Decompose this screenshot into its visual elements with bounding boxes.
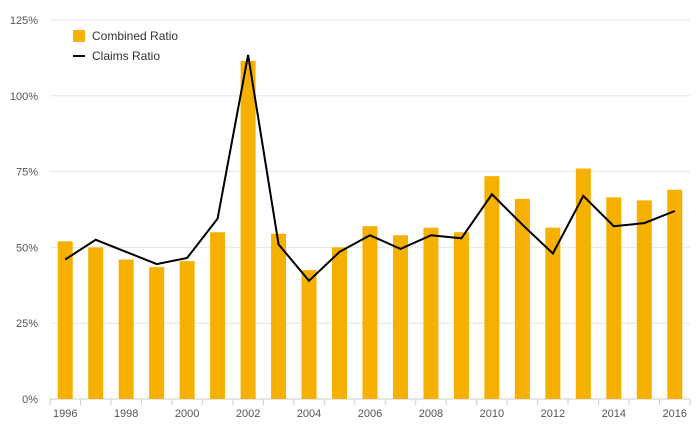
bar-1996 (57, 241, 73, 399)
bar-1998 (118, 259, 134, 399)
legend-swatch-combined-ratio (73, 30, 85, 42)
x-tick-label: 1996 (53, 408, 77, 420)
y-tick-label: 50% (16, 242, 38, 254)
x-tick-label: 2014 (602, 408, 626, 420)
claims-ratio-line (64, 54, 676, 283)
x-tick-label: 2004 (297, 408, 321, 420)
bar-1997 (88, 247, 104, 399)
legend: Combined Ratio Claims Ratio (73, 29, 178, 63)
y-tick-label: 75% (16, 167, 38, 179)
y-tick-label: 0% (22, 394, 38, 406)
x-tick-label: 2012 (541, 408, 565, 420)
bar-2003 (271, 233, 287, 399)
bar-1999 (149, 267, 165, 399)
y-tick-label: 125% (10, 15, 38, 27)
x-tick-label: 2008 (419, 408, 443, 420)
legend-label-claims-ratio: Claims Ratio (92, 49, 160, 63)
y-tick-label: 25% (16, 318, 38, 330)
bar-2009 (453, 232, 469, 399)
x-tick-label: 2000 (175, 408, 199, 420)
legend-label-combined-ratio: Combined Ratio (92, 29, 178, 43)
bar-2004 (301, 270, 317, 399)
bar-2014 (606, 197, 622, 399)
bar-2001 (210, 232, 226, 399)
y-tick-label: 100% (10, 91, 38, 103)
bar-2011 (514, 198, 530, 399)
bar-2012 (545, 227, 561, 399)
bar-2015 (636, 200, 652, 399)
x-axis: 1996 1998 2000 2002 2004 2006 2008 2010 2012 2014… (49, 399, 691, 420)
bar-2006 (362, 226, 378, 399)
bar-2010 (484, 176, 500, 399)
bar-2002 (240, 60, 256, 399)
x-tick-label: 2016 (663, 408, 687, 420)
x-tick-label: 2010 (480, 408, 504, 420)
x-tick-label: 2006 (358, 408, 382, 420)
bar-2013 (575, 168, 591, 399)
y-axis: 0% 25% 50% 75% 100% 125% (10, 15, 38, 406)
bar-2005 (332, 247, 348, 399)
bar-series (57, 60, 683, 399)
bar-2007 (392, 235, 408, 399)
bar-2016 (667, 189, 683, 399)
bar-2008 (423, 227, 439, 399)
x-tick-label: 2002 (236, 408, 260, 420)
x-tick-label: 1998 (114, 408, 138, 420)
bar-2000 (179, 261, 195, 399)
line-series (64, 54, 676, 283)
